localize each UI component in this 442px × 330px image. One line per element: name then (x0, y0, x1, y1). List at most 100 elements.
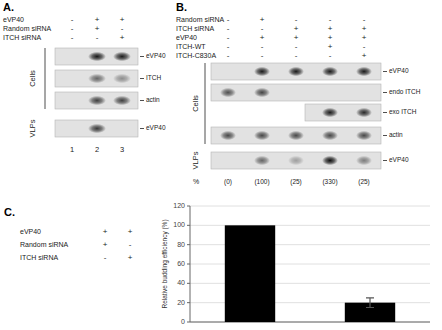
blot-band (288, 67, 304, 77)
blot-band (356, 108, 372, 118)
sign: - (363, 15, 366, 24)
bar-marks (225, 225, 395, 322)
sign: + (120, 33, 125, 42)
sign: - (295, 15, 298, 24)
percent-label: (0) (224, 178, 232, 186)
percent-label: (25) (358, 178, 370, 186)
lane-label: 3 (120, 145, 124, 154)
sign: + (362, 33, 367, 42)
blot-box (55, 92, 138, 109)
y-tick-label: 40 (177, 279, 185, 286)
y-tick-label: 20 (177, 299, 185, 306)
percent-label: (330) (322, 178, 337, 186)
sign: - (261, 24, 264, 33)
sign: - (329, 15, 332, 24)
y-tick-label: 120 (173, 202, 185, 209)
blot-label: eVP40 (146, 52, 166, 59)
y-axis-line (190, 206, 191, 322)
panel-label: C. (4, 206, 15, 218)
group-brace (205, 63, 206, 144)
blot-label: eVP40 (146, 124, 166, 131)
blot-label-dash (140, 78, 144, 79)
sign: + (294, 24, 299, 33)
blot-label: eVP40 (389, 67, 409, 74)
blot-band (288, 156, 304, 166)
percent-label: (100) (254, 178, 269, 186)
sign: + (95, 24, 100, 33)
lane-label: 1 (70, 145, 74, 154)
row-label: eVP40 (3, 16, 24, 23)
sign: + (128, 227, 133, 236)
sign: - (329, 51, 332, 60)
blot-band (254, 156, 270, 166)
blot-box (55, 120, 138, 137)
bar-panel: C.eVP40++Random siRNA+-ITCH siRNA-+02040… (4, 202, 430, 325)
blot-band (322, 108, 338, 118)
blot-panel: B.Random siRNA-+---ITCH siRNA--+++eVP40-… (176, 1, 421, 186)
blot-band (322, 67, 338, 77)
blot-box (305, 104, 381, 121)
blot-label-dash (383, 71, 387, 72)
blot-band (356, 67, 372, 77)
sign: + (294, 33, 299, 42)
blot-band (113, 74, 131, 84)
lane-label: 2 (95, 145, 99, 154)
y-tick-label: 80 (177, 241, 185, 248)
blot-band (356, 131, 372, 141)
row-label: Random siRNA (3, 25, 52, 32)
grid-line (190, 206, 430, 207)
group-brace (45, 48, 46, 109)
sign: - (227, 51, 230, 60)
blot-label-dash (383, 135, 387, 136)
blot-label: eVP40 (389, 156, 409, 163)
blot-label: actin (146, 96, 160, 103)
sign: + (95, 15, 100, 24)
blot-band (220, 88, 236, 98)
sign: + (328, 33, 333, 42)
sign: - (227, 42, 230, 51)
sign: + (362, 51, 367, 60)
sign: - (227, 33, 230, 42)
percent-header: % (193, 178, 199, 185)
blot-box (211, 63, 381, 80)
sign: + (328, 42, 333, 51)
blot-panel: A.eVP40-++Random siRNA-+-ITCH siRNA--+eV… (3, 1, 166, 154)
blot-band (254, 88, 270, 98)
blot-box (55, 48, 138, 65)
panel-label: B. (176, 1, 187, 13)
blot-label-dash (140, 128, 144, 129)
blot-band (88, 74, 106, 84)
row-label: ITCH-C830A (176, 52, 216, 59)
sign: - (227, 24, 230, 33)
sign: - (227, 15, 230, 24)
sign: + (260, 33, 265, 42)
blot-band (88, 52, 106, 62)
row-label: ITCH siRNA (3, 34, 41, 41)
group-label: VLPs (191, 151, 200, 169)
sign: - (363, 42, 366, 51)
sign: + (128, 253, 133, 262)
row-label: ITCH-WT (176, 43, 206, 50)
figure: A.eVP40-++Random siRNA-+-ITCH siRNA--+eV… (0, 0, 442, 330)
blot-label-dash (383, 112, 387, 113)
blot-label: endo ITCH (389, 88, 421, 95)
row-label: eVP40 (20, 228, 41, 235)
blot-label-dash (140, 56, 144, 57)
blot-label-dash (140, 100, 144, 101)
row-label: eVP40 (176, 34, 197, 41)
y-tick-label: 60 (177, 260, 185, 267)
blot-band (322, 131, 338, 141)
row-label: ITCH siRNA (20, 254, 58, 261)
blot-band (88, 124, 106, 134)
sign: + (328, 24, 333, 33)
blot-band (254, 67, 270, 77)
blot-band (356, 156, 372, 166)
sign: - (295, 51, 298, 60)
sign: + (103, 240, 108, 249)
sign: - (104, 253, 107, 262)
sign: + (120, 15, 125, 24)
blot-box (211, 84, 381, 101)
blot-label: exo ITCH (389, 108, 417, 115)
row-label: Random siRNA (20, 241, 69, 248)
blot-box (55, 70, 138, 87)
